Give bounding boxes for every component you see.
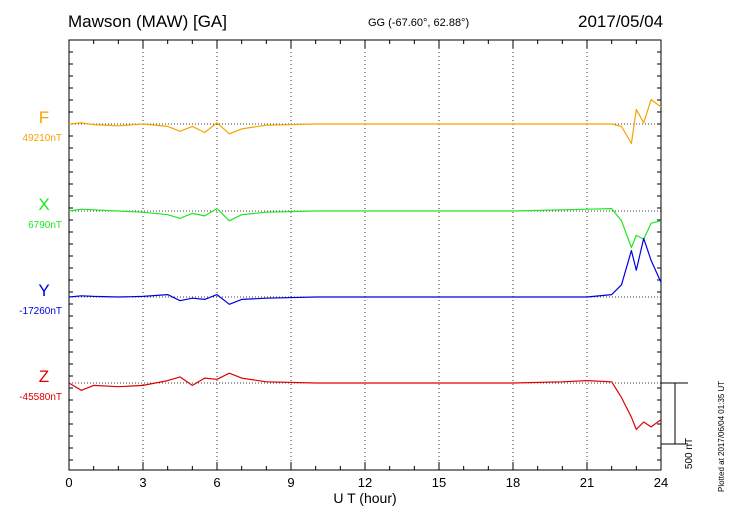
series-name-y: Y: [38, 281, 49, 300]
series-labels: F 49210nT X 6790nT Y -17260nT Z -45580nT: [19, 108, 62, 403]
scale-bar-label: 500 nT: [684, 438, 695, 469]
series-name-x: X: [38, 195, 49, 214]
x-tick-label: 21: [580, 475, 594, 490]
x-tick-label: 18: [506, 475, 520, 490]
baseline-label-y: -17260nT: [19, 306, 62, 317]
series-line-f: [68, 98, 662, 145]
baseline-label-f: 49210nT: [23, 133, 62, 144]
series-line-z: [68, 372, 662, 430]
x-tick-label: 12: [358, 475, 372, 490]
series-name-f: F: [39, 108, 49, 127]
x-axis-label: U T (hour): [333, 490, 396, 506]
x-tick-label: 6: [213, 475, 220, 490]
series-line-x: [68, 208, 662, 249]
plotted-timestamp: Plotted at 2017/06/04 01:35 UT: [717, 381, 726, 492]
x-tick-label: 9: [287, 475, 294, 490]
series-line-y: [68, 237, 662, 305]
station-coordinates: GG (-67.60°, 62.88°): [368, 17, 470, 29]
baseline-label-x: 6790nT: [28, 220, 62, 231]
x-tick-label: 24: [654, 475, 668, 490]
scale-bar: 500 nT: [661, 382, 695, 469]
baseline-label-z: -45580nT: [19, 392, 62, 403]
x-tick-label: 0: [65, 475, 72, 490]
series-name-z: Z: [39, 367, 49, 386]
series-lines: [68, 98, 662, 430]
x-tick-label: 15: [432, 475, 446, 490]
station-title: Mawson (MAW) [GA]: [68, 12, 227, 31]
axis-ticks: 0 3 6 9 12 15 18 21 24: [65, 40, 668, 490]
x-tick-label: 3: [139, 475, 146, 490]
date-label: 2017/05/04: [578, 12, 664, 31]
vertical-gridlines: [142, 40, 588, 470]
